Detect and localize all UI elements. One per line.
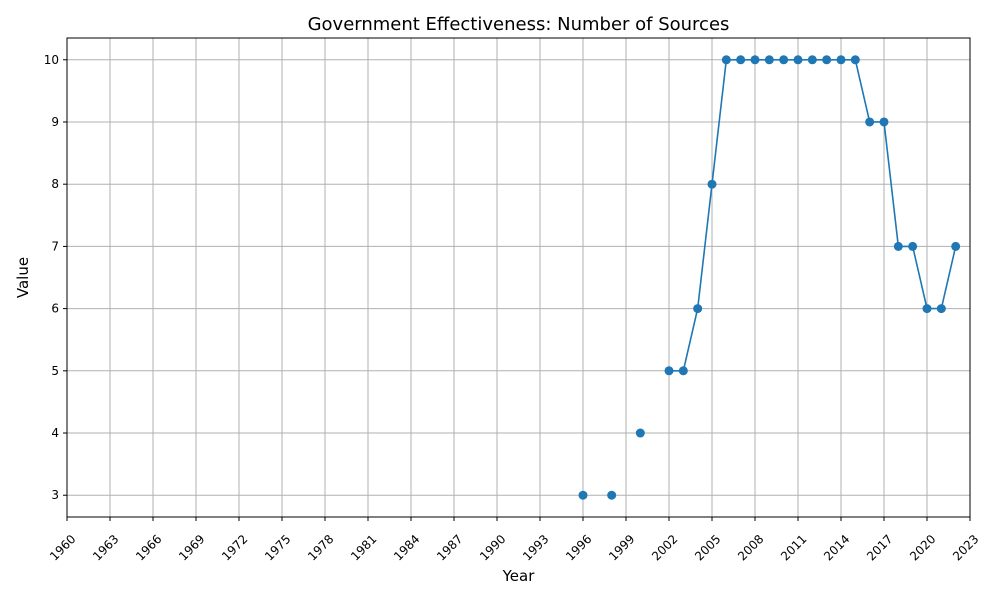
x-tick-label: 1966 bbox=[133, 532, 164, 563]
data-point bbox=[850, 55, 860, 65]
x-tick-label: 2011 bbox=[778, 532, 809, 563]
x-tick-label: 1990 bbox=[477, 532, 508, 563]
x-tick-label: 1984 bbox=[391, 532, 422, 563]
x-tick-label: 2014 bbox=[821, 532, 852, 563]
data-point bbox=[865, 117, 875, 127]
data-point bbox=[893, 241, 903, 251]
y-tick-label: 10 bbox=[44, 53, 59, 67]
data-point bbox=[736, 55, 746, 65]
y-tick-label: 7 bbox=[51, 239, 59, 253]
data-point bbox=[721, 55, 731, 65]
data-point bbox=[707, 179, 717, 189]
data-point bbox=[678, 366, 688, 376]
y-tick-label: 4 bbox=[51, 426, 59, 440]
x-tick-label: 1987 bbox=[434, 532, 465, 563]
data-point bbox=[922, 304, 932, 314]
data-point bbox=[936, 304, 946, 314]
x-tick-label: 1999 bbox=[606, 532, 637, 563]
x-tick-label: 1978 bbox=[305, 532, 336, 563]
x-tick-label: 1972 bbox=[219, 532, 250, 563]
plot-frame bbox=[66, 37, 971, 518]
x-tick-label: 1963 bbox=[90, 532, 121, 563]
data-point bbox=[807, 55, 817, 65]
data-point bbox=[578, 490, 588, 500]
y-tick-label: 9 bbox=[51, 115, 59, 129]
y-axis-label: Value bbox=[14, 257, 32, 298]
y-tick-label: 5 bbox=[51, 364, 59, 378]
y-tick-label: 3 bbox=[51, 488, 59, 502]
data-point bbox=[793, 55, 803, 65]
x-axis-label: Year bbox=[502, 567, 536, 585]
data-point bbox=[836, 55, 846, 65]
chart-title: Government Effectiveness: Number of Sour… bbox=[308, 14, 730, 35]
data-point bbox=[908, 241, 918, 251]
x-tick-label: 2002 bbox=[649, 532, 680, 563]
x-tick-label: 1969 bbox=[176, 532, 207, 563]
data-point bbox=[607, 490, 617, 500]
data-point bbox=[779, 55, 789, 65]
data-point bbox=[750, 55, 760, 65]
y-tick-label: 8 bbox=[51, 177, 59, 191]
data-point bbox=[822, 55, 832, 65]
x-tick-label: 2008 bbox=[735, 532, 766, 563]
data-point bbox=[635, 428, 645, 438]
x-tick-label: 2020 bbox=[907, 532, 938, 563]
x-tick-label: 1993 bbox=[520, 532, 551, 563]
y-tick-label: 6 bbox=[51, 302, 59, 316]
x-tick-label: 2017 bbox=[864, 532, 895, 563]
x-tick-label: 2005 bbox=[692, 532, 723, 563]
x-tick-label: 1960 bbox=[47, 532, 78, 563]
x-tick-label: 1981 bbox=[348, 532, 379, 563]
data-point bbox=[951, 241, 961, 251]
series-layer bbox=[578, 55, 961, 500]
data-point bbox=[764, 55, 774, 65]
x-tick-label: 1996 bbox=[563, 532, 594, 563]
x-tick-label: 2023 bbox=[950, 532, 981, 563]
grid-layer bbox=[66, 38, 971, 517]
data-point bbox=[664, 366, 674, 376]
data-point bbox=[693, 304, 703, 314]
x-tick-label: 1975 bbox=[262, 532, 293, 563]
data-point bbox=[879, 117, 889, 127]
